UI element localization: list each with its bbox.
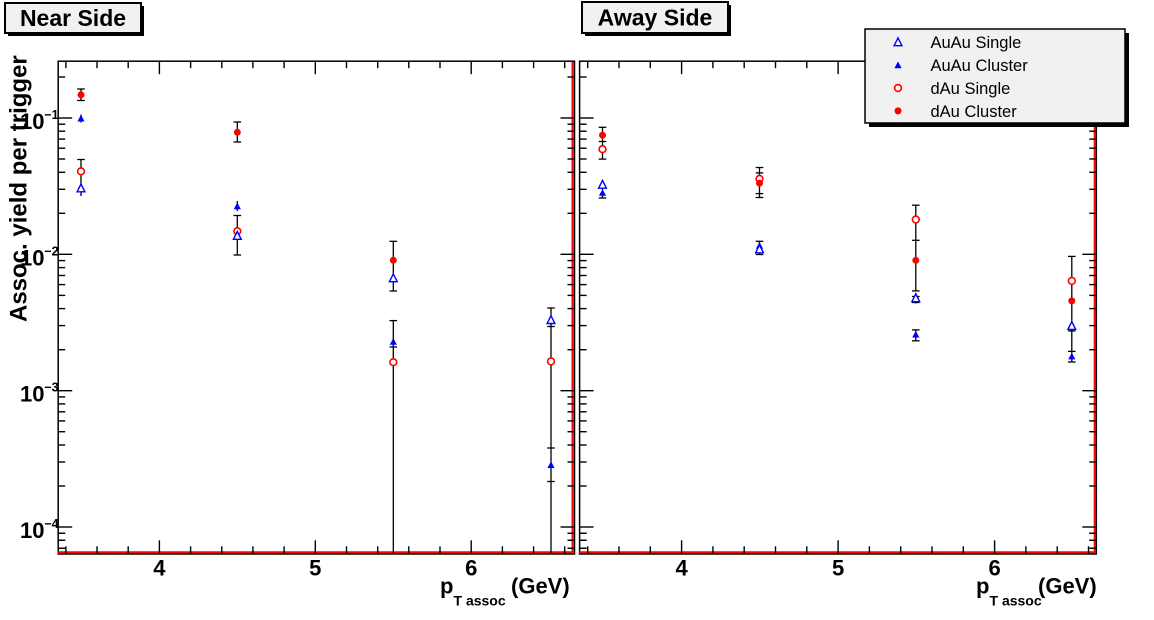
svg-text:(GeV): (GeV) [1038,574,1097,599]
svg-text:(GeV): (GeV) [511,574,570,599]
svg-text:dAu Single: dAu Single [931,80,1011,98]
svg-text:T assoc: T assoc [990,593,1042,609]
svg-text:10: 10 [20,382,44,407]
svg-text:AuAu Cluster: AuAu Cluster [931,57,1029,75]
svg-text:10: 10 [20,245,44,270]
svg-text:−4: −4 [44,517,58,531]
svg-text:p: p [440,574,453,599]
svg-text:10: 10 [20,109,44,134]
svg-text:T assoc: T assoc [454,593,506,609]
svg-text:−1: −1 [44,108,58,122]
svg-text:4: 4 [675,556,688,581]
svg-text:6: 6 [465,556,477,581]
svg-text:6: 6 [988,556,1000,581]
svg-text:4: 4 [153,556,166,581]
svg-text:−3: −3 [44,381,58,395]
svg-text:−2: −2 [44,244,58,258]
svg-text:5: 5 [832,556,844,581]
svg-text:Away Side: Away Side [598,5,713,31]
svg-text:p: p [976,574,989,599]
svg-text:AuAu Single: AuAu Single [931,34,1022,52]
svg-text:10: 10 [20,518,44,543]
svg-text:5: 5 [309,556,321,581]
svg-text:Assoc. yield per trigger: Assoc. yield per trigger [6,55,33,322]
svg-text:Near Side: Near Side [20,5,126,31]
svg-text:dAu Cluster: dAu Cluster [931,103,1018,121]
